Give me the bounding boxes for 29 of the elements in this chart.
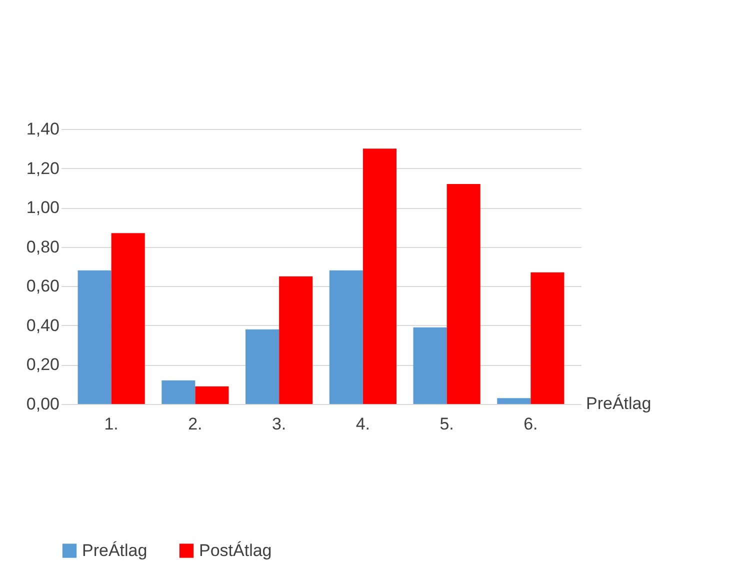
y-tick-label: 0,60 bbox=[26, 276, 60, 296]
y-tick-label: 1,20 bbox=[26, 158, 60, 178]
text: PreÁtlag bbox=[586, 394, 652, 413]
x-tick-label: 2. bbox=[188, 414, 202, 434]
legend-label: PostÁtlag bbox=[199, 540, 272, 560]
x-tick-label: 4. bbox=[356, 414, 370, 434]
bar bbox=[279, 276, 313, 404]
legend-label: PreÁtlag bbox=[82, 540, 148, 560]
y-tick-label: 0,20 bbox=[26, 355, 60, 374]
bar bbox=[246, 329, 280, 404]
y-tick-label: 0,80 bbox=[26, 237, 60, 256]
y-tick-label: 0,40 bbox=[26, 316, 60, 335]
bar bbox=[530, 272, 564, 404]
y-tick-label: 1,00 bbox=[26, 198, 60, 218]
bar bbox=[111, 233, 145, 404]
bar bbox=[362, 148, 396, 404]
x-tick-label: 3. bbox=[272, 414, 286, 434]
y-tick-label: 0,00 bbox=[26, 394, 60, 414]
x-tick-label: 6. bbox=[524, 414, 538, 434]
bar bbox=[413, 327, 447, 404]
bar bbox=[329, 270, 363, 404]
x-tick-label: 5. bbox=[440, 414, 454, 434]
bar bbox=[78, 270, 112, 404]
y-tick-label: 1,40 bbox=[26, 120, 60, 138]
bar bbox=[497, 398, 531, 404]
bar bbox=[162, 380, 196, 404]
bar bbox=[195, 386, 229, 404]
x-tick-label: 1. bbox=[104, 414, 118, 434]
bar bbox=[446, 184, 480, 404]
